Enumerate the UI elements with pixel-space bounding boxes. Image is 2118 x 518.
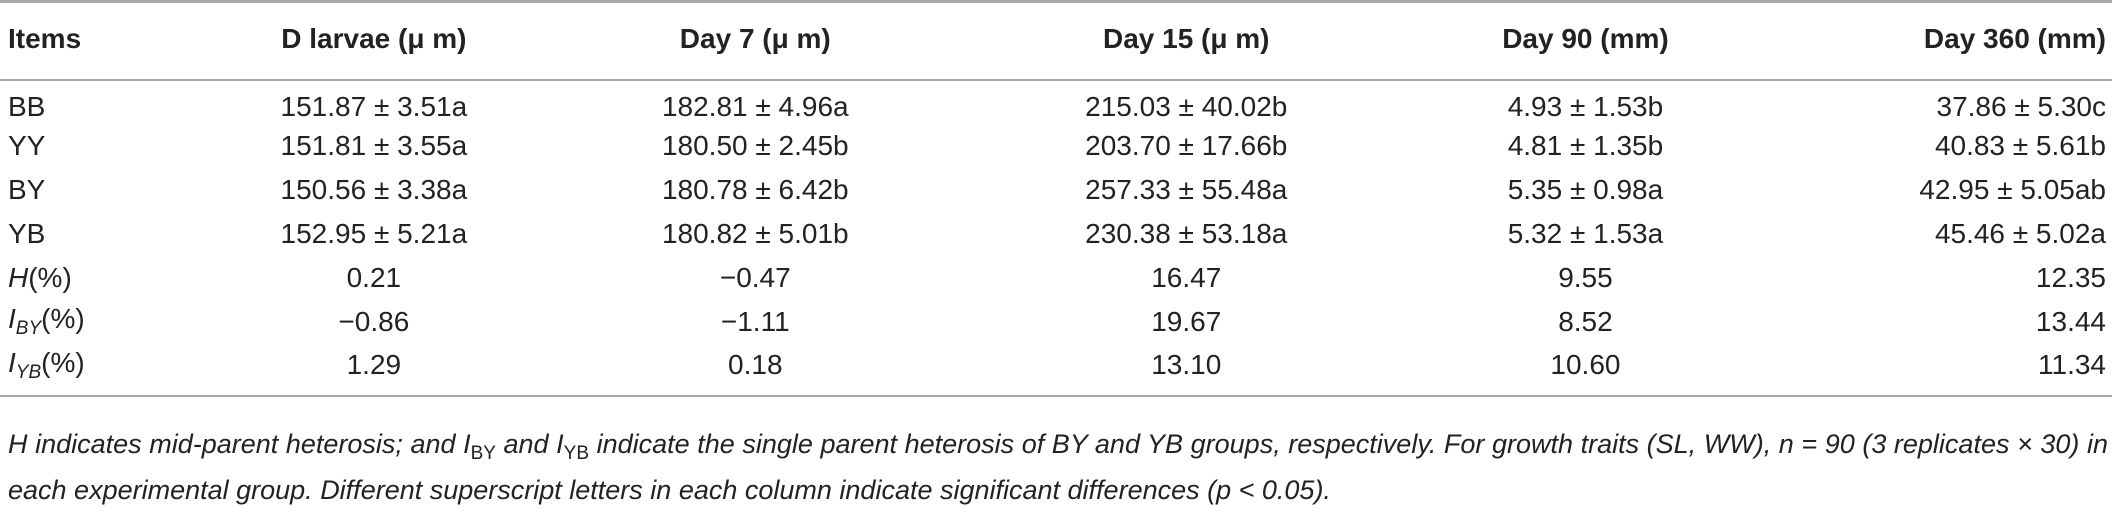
cell-day7: 180.82 ± 5.01b [661,217,849,249]
table-footnote: H indicates mid-parent heterosis; and IB… [8,426,2108,508]
cell-d-larvae: 151.87 ± 3.51a [280,91,468,122]
cell-day7: 0.18 [728,349,783,380]
row-label-main: H [8,261,29,293]
table-row: YY 151.81 ± 3.55a 180.50 ± 2.45b 203.70 … [0,124,2112,168]
row-label-main: I [8,303,16,334]
footnote-subscript-by: BY [470,443,496,464]
table-row: YB 152.95 ± 5.21a 180.82 ± 5.01b 230.38 … [0,212,2112,256]
table-row: IBY(%) −0.86 −1.11 19.67 8.52 13.44 [0,300,2112,344]
footnote-text-1: H indicates mid-parent heterosis; and I [8,429,471,459]
header-items: Items [8,22,82,54]
cell-day15: 19.67 [1151,305,1222,337]
cell-day360: 42.95 ± 5.05ab [1919,173,2106,205]
header-day90: Day 90 (mm) [1502,22,1669,54]
row-label-unit: (%) [41,346,85,378]
cell-day90: 9.55 [1558,261,1613,293]
cell-day7: 182.81 ± 4.96a [661,91,849,122]
cell-day15: 13.10 [1151,349,1222,380]
table-row: H(%) 0.21 −0.47 16.47 9.55 12.35 [0,256,2112,300]
row-label: BB [8,91,46,122]
cell-day7: −1.11 [720,305,790,337]
cell-day360: 11.34 [2038,349,2106,380]
header-day7: Day 7 (μ m) [679,22,831,54]
cell-d-larvae: 150.56 ± 3.38a [280,173,468,205]
cell-day360: 45.46 ± 5.02a [1934,217,2106,249]
table-row: IYB(%) 1.29 0.18 13.10 10.60 11.34 [0,344,2112,396]
row-label: YY [8,129,46,161]
table-row: BB 151.87 ± 3.51a 182.81 ± 4.96a 215.03 … [0,80,2112,124]
row-label-subscript: BY [15,318,42,339]
row-label-main: I [8,346,16,378]
cell-day7: −0.47 [719,261,791,293]
header-day360: Day 360 (mm) [1923,22,2106,54]
cell-d-larvae: 152.95 ± 5.21a [280,217,468,249]
cell-day15: 16.47 [1151,261,1222,293]
cell-d-larvae: 1.29 [346,349,402,380]
cell-day15: 230.38 ± 53.18a [1085,217,1288,249]
row-label-unit: (%) [28,261,72,293]
cell-day90: 5.35 ± 0.98a [1507,173,1664,205]
cell-d-larvae: 0.21 [346,261,402,293]
cell-day15: 203.70 ± 17.66b [1085,129,1288,161]
cell-d-larvae: 151.81 ± 3.55a [280,129,468,161]
footnote-text-2: and I [495,429,564,459]
cell-day7: 180.50 ± 2.45b [661,129,849,161]
cell-day90: 5.32 ± 1.53a [1507,217,1664,249]
header-d-larvae: D larvae (μ m) [281,22,467,54]
row-label-unit: (%) [41,303,85,334]
cell-day90: 8.52 [1558,305,1613,337]
header-day15: Day 15 (μ m) [1102,22,1270,54]
cell-day360: 13.44 [2035,305,2106,337]
table-body: BB 151.87 ± 3.51a 182.81 ± 4.96a 215.03 … [0,80,2112,396]
cell-d-larvae: −0.86 [338,305,410,337]
row-label-subscript: YB [15,361,42,383]
row-label: YB [8,217,46,249]
header-row: Items D larvae (μ m) Day 7 (μ m) Day 15 … [0,1,2112,80]
row-label: BY [8,173,46,205]
cell-day90: 10.60 [1550,349,1621,380]
cell-day7: 180.78 ± 6.42b [661,173,849,205]
cell-day15: 257.33 ± 55.48a [1085,173,1288,205]
cell-day360: 12.35 [2035,261,2106,293]
cell-day360: 40.83 ± 5.61b [1934,129,2106,161]
row-label: IYB(%) [0,344,192,396]
cell-day15: 215.03 ± 40.02b [1085,91,1288,122]
table-row: BY 150.56 ± 3.38a 180.78 ± 6.42b 257.33 … [0,168,2112,212]
footnote-subscript-yb: YB [563,443,590,464]
cell-day90: 4.93 ± 1.53b [1507,91,1664,122]
row-label: H(%) [0,256,192,300]
cell-day360: 37.86 ± 5.30c [1936,91,2107,122]
cell-day90: 4.81 ± 1.35b [1507,129,1664,161]
growth-data-table: Items D larvae (μ m) Day 7 (μ m) Day 15 … [0,1,2112,396]
row-label: IBY(%) [0,300,192,344]
footnote-text-3: indicate the single parent heterosis of … [8,429,2108,505]
table-header: Items D larvae (μ m) Day 7 (μ m) Day 15 … [0,1,2112,80]
